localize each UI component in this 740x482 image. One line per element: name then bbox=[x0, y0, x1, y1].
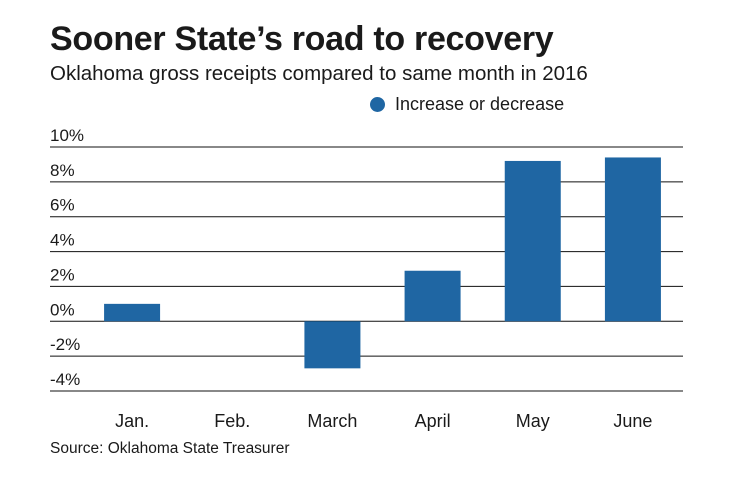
legend-label: Increase or decrease bbox=[395, 94, 565, 114]
bar-june bbox=[604, 157, 661, 322]
chart-subtitle: Oklahoma gross receipts compared to same… bbox=[50, 62, 588, 85]
legend-marker bbox=[370, 97, 385, 112]
bar-march bbox=[304, 321, 361, 369]
x-tick-label: Jan. bbox=[115, 411, 149, 431]
bars bbox=[104, 157, 661, 369]
x-tick-label: June bbox=[613, 411, 652, 431]
chart-title: Sooner State’s road to recovery bbox=[50, 20, 554, 58]
axis-labels: 10% 8% 6% 4% 2% 0% -2% -4% Jan. Feb. March April May… bbox=[50, 126, 652, 431]
y-tick-label: 8% bbox=[50, 161, 75, 180]
bar-april bbox=[404, 270, 461, 322]
legend: Increase or decrease bbox=[370, 94, 564, 115]
bar-may bbox=[504, 160, 561, 322]
y-tick-label: 2% bbox=[50, 265, 75, 284]
bar-jan bbox=[104, 303, 161, 322]
x-tick-label: April bbox=[415, 411, 451, 431]
y-tick-label: -2% bbox=[50, 335, 80, 354]
y-tick-label: -4% bbox=[50, 370, 80, 389]
source-note: Source: Oklahoma State Treasurer bbox=[50, 440, 290, 457]
x-tick-label: Feb. bbox=[214, 411, 250, 431]
y-tick-label: 10% bbox=[50, 126, 84, 145]
gridlines bbox=[50, 146, 683, 392]
y-tick-label: 4% bbox=[50, 231, 75, 250]
x-tick-label: March bbox=[307, 411, 357, 431]
y-tick-label: 0% bbox=[50, 300, 75, 319]
x-tick-label: May bbox=[516, 411, 550, 431]
y-tick-label: 6% bbox=[50, 196, 75, 215]
